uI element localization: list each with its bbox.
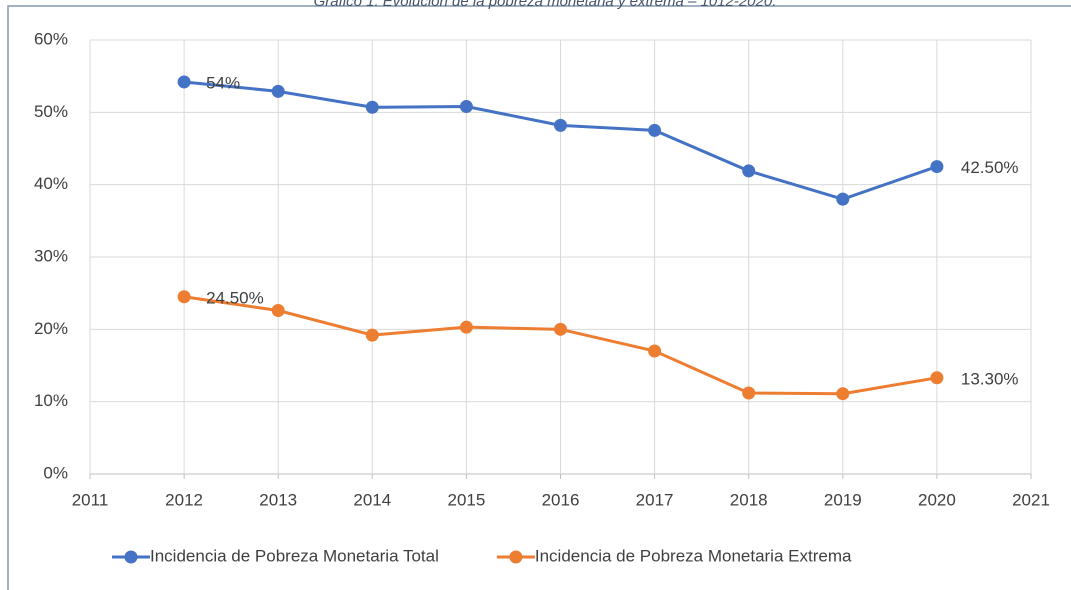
data-point: [836, 192, 850, 206]
x-tick-label: 2021: [1012, 490, 1050, 509]
legend-marker: [124, 550, 138, 564]
data-point: [930, 371, 944, 385]
legend-label: Incidencia de Pobreza Monetaria Total: [150, 546, 439, 565]
x-tick-label: 2016: [542, 490, 580, 509]
data-point: [459, 320, 473, 334]
data-point: [742, 386, 756, 400]
x-tick-label: 2018: [730, 490, 768, 509]
y-tick-label: 0%: [43, 463, 68, 482]
data-label: 24.50%: [206, 288, 264, 307]
data-point: [177, 290, 191, 304]
data-point: [930, 160, 944, 174]
data-point: [836, 387, 850, 401]
x-tick-label: 2012: [165, 490, 203, 509]
data-point: [742, 164, 756, 178]
data-point: [177, 75, 191, 89]
y-tick-label: 20%: [34, 319, 68, 338]
x-tick-label: 2019: [824, 490, 862, 509]
data-point: [365, 328, 379, 342]
x-tick-label: 2020: [918, 490, 956, 509]
data-label: 13.30%: [961, 369, 1019, 388]
y-tick-label: 40%: [34, 174, 68, 193]
data-point: [271, 304, 285, 318]
data-label: 54%: [206, 73, 240, 92]
x-tick-label: 2011: [72, 490, 109, 509]
legend-label: Incidencia de Pobreza Monetaria Extrema: [535, 546, 852, 565]
data-point: [648, 123, 662, 137]
data-point: [459, 100, 473, 114]
data-point: [271, 84, 285, 98]
x-tick-label: 2015: [447, 490, 485, 509]
y-tick-label: 30%: [34, 246, 68, 265]
y-tick-label: 50%: [34, 102, 68, 121]
data-point: [554, 322, 567, 336]
y-tick-label: 60%: [34, 29, 68, 48]
chart-frame: [7, 5, 1071, 590]
data-point: [365, 100, 379, 114]
y-tick-label: 10%: [34, 391, 68, 410]
x-tick-label: 2013: [259, 490, 297, 509]
x-tick-label: 2014: [353, 490, 391, 509]
chart-title: Gráfico 1: Evolución de la pobreza monet…: [314, 0, 777, 10]
legend-marker: [509, 550, 523, 564]
data-label: 42.50%: [961, 158, 1019, 177]
data-point: [554, 118, 567, 132]
data-point: [648, 344, 662, 358]
x-tick-label: 2017: [636, 490, 674, 509]
